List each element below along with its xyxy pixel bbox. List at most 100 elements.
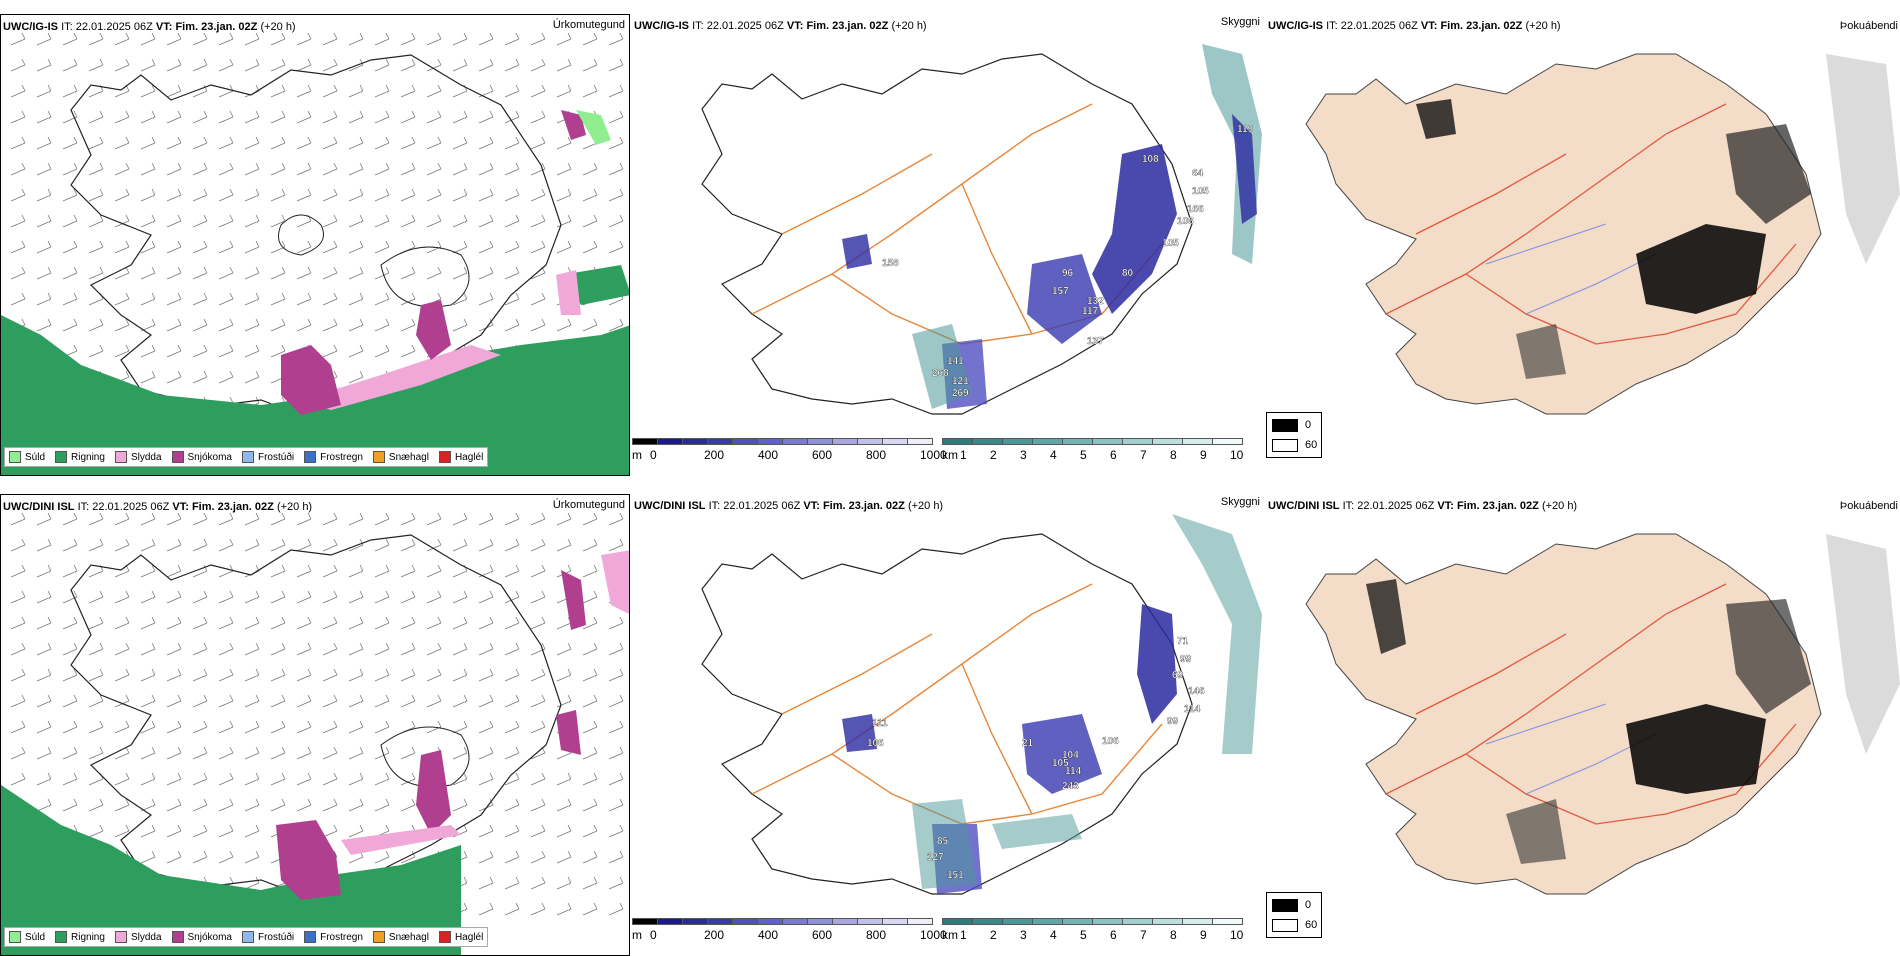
wind-barb-icon: [504, 292, 520, 306]
sleet-area: [301, 345, 501, 410]
legend-label: Haglél: [454, 931, 484, 943]
colorbar-segment: [907, 438, 933, 445]
wind-barb-icon: [478, 642, 494, 656]
wind-barb-icon: [556, 512, 572, 526]
wind-barb-icon: [192, 564, 208, 578]
visibility-value-label: 146: [1188, 686, 1205, 697]
roads: [751, 583, 1163, 825]
wind-barb-icon: [166, 694, 182, 708]
panel-header: UWC/IG-IS IT: 22.01.2025 06Z VT: Fim. 23…: [634, 20, 927, 32]
wind-barb-icon: [244, 344, 260, 358]
fog-legend: 0 60: [1266, 892, 1322, 938]
colorbar-tick-label: 9: [1200, 928, 1207, 942]
wind-barb-icon: [374, 318, 390, 332]
wind-barb-icon: [244, 58, 260, 72]
wind-barb-icon: [348, 772, 364, 786]
wind-barb-icon: [582, 538, 598, 552]
wind-barb-icon: [270, 214, 286, 228]
wind-barb-icon: [608, 136, 624, 150]
wind-barb-icon: [504, 668, 520, 682]
wind-barb-icon: [166, 370, 182, 384]
visibility-value-label: 127: [927, 852, 944, 863]
wind-barb-icon: [36, 188, 52, 202]
visibility-value-label: 105: [1162, 238, 1179, 249]
wind-barb-icon: [140, 32, 156, 46]
valid-time: Fim. 23.jan. 02Z: [175, 21, 258, 33]
visibility-panel-row1: UWC/IG-IS IT: 22.01.2025 06Z VT: Fim. 23…: [632, 14, 1262, 464]
wind-barb-icon: [608, 902, 624, 916]
wind-barb-icon: [166, 720, 182, 734]
visibility-value-label: 80: [1122, 268, 1134, 279]
wind-barb-icon: [608, 642, 624, 656]
colorbar-tick-label: 800: [866, 928, 887, 942]
wind-barb-icon: [478, 240, 494, 254]
visibility-value-label: 21: [1022, 738, 1034, 749]
wind-barb-icon: [270, 616, 286, 630]
wind-barb-icon: [88, 240, 104, 254]
wind-barb-icon: [114, 616, 130, 630]
wind-barb-icon: [452, 772, 468, 786]
legend-swatch: [304, 451, 317, 463]
legend-label: Snæhagl: [388, 931, 429, 943]
wind-barb-icon: [400, 162, 416, 176]
snow-area: [416, 300, 451, 360]
wind-barb-icon: [270, 564, 286, 578]
wind-barb-icon: [270, 772, 286, 786]
wind-barb-icon: [504, 902, 520, 916]
colorbar-segment: [732, 918, 758, 925]
wind-barb-icon: [10, 292, 26, 306]
vt-label: VT:: [1420, 20, 1438, 32]
wind-barb-icon: [608, 694, 624, 708]
wind-barb-icon: [582, 512, 598, 526]
wind-barb-icon: [400, 668, 416, 682]
colorbar-segment: [832, 918, 858, 925]
wind-barb-icon: [374, 58, 390, 72]
wind-barb-icon: [140, 266, 156, 280]
wind-barb-icon: [296, 136, 312, 150]
wind-barb-icon: [114, 136, 130, 150]
fog-area: [1416, 99, 1456, 139]
wind-barb-icon: [88, 110, 104, 124]
wind-barb-icon: [374, 512, 390, 526]
wind-barb-icon: [10, 58, 26, 72]
wind-barb-icon: [10, 162, 26, 176]
drizzle-area: [576, 110, 611, 145]
wind-barb-icon: [608, 720, 624, 734]
colorbar-segment: [782, 918, 808, 925]
wind-barb-icon: [374, 564, 390, 578]
legend-swatch: [114, 931, 127, 943]
wind-barb-icon: [452, 266, 468, 280]
legend-label: Haglél: [454, 451, 484, 463]
wind-barb-icon: [478, 538, 494, 552]
wind-barb-icon: [36, 32, 52, 46]
wind-barb-icon: [192, 616, 208, 630]
wind-barb-icon: [140, 512, 156, 526]
wind-barb-icon: [504, 84, 520, 98]
wind-barb-icon: [426, 162, 442, 176]
valid-time: Fim. 23.jan. 02Z: [1440, 20, 1523, 32]
wind-barb-icon: [452, 720, 468, 734]
wind-barb-icon: [218, 214, 234, 228]
wind-barb-icon: [348, 798, 364, 812]
legend-item: Haglél: [438, 451, 484, 463]
wind-barb-icon: [192, 344, 208, 358]
visibility-value-label: 166: [1187, 204, 1204, 215]
legend-swatch: [171, 931, 184, 943]
wind-barb-icon: [192, 798, 208, 812]
wind-barb-icon: [218, 564, 234, 578]
wind-barb-icon: [348, 188, 364, 202]
wind-barb-icon: [192, 720, 208, 734]
wind-barb-icon: [140, 344, 156, 358]
wind-barb-icon: [244, 642, 260, 656]
wind-barb-icon: [322, 538, 338, 552]
wind-barb-icon: [556, 32, 572, 46]
wind-barb-icon: [530, 694, 546, 708]
valid-time: Fim. 23.jan. 02Z: [1456, 500, 1539, 512]
wind-barb-icon: [244, 772, 260, 786]
wind-barb-icon: [88, 694, 104, 708]
wind-barb-icon: [400, 616, 416, 630]
wind-barb-icon: [244, 512, 260, 526]
wind-barb-icon: [322, 824, 338, 838]
wind-barb-icon: [348, 318, 364, 332]
legend-swatch: [372, 931, 385, 943]
